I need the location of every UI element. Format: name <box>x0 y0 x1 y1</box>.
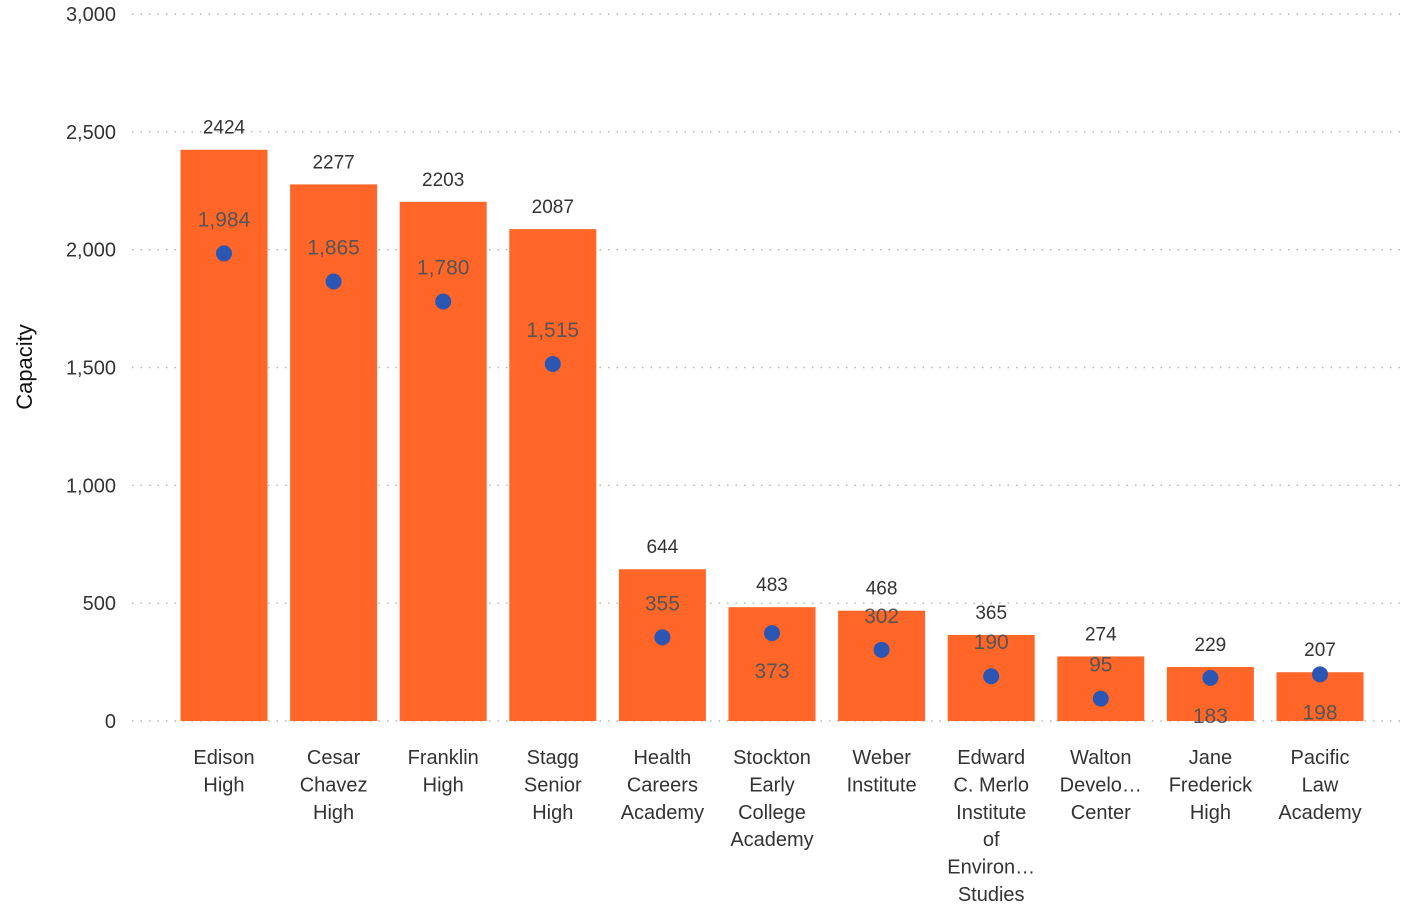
dot <box>216 245 232 262</box>
x-category-label-line: Jane <box>1189 747 1232 769</box>
x-category-label-line: Stockton <box>733 747 811 769</box>
dot-value-label: 1,515 <box>527 319 580 342</box>
x-category-label-line: Academy <box>730 829 813 851</box>
x-category-label: Walton Develo… Center <box>1060 747 1142 824</box>
bar <box>1057 656 1145 721</box>
bar <box>509 229 597 721</box>
dot-value-label: 198 <box>1302 701 1337 724</box>
dot <box>1312 666 1328 683</box>
bar-value-label: 2424 <box>203 118 246 139</box>
x-category-label: Weber Institute <box>847 747 917 796</box>
x-category-label-line: Studies <box>958 884 1025 904</box>
x-category-label-line: Academy <box>1278 802 1361 824</box>
bar <box>290 184 378 722</box>
x-category-label-line: High <box>203 774 244 796</box>
y-tick-label: 1,000 <box>66 475 116 497</box>
x-category-label-line: Cesar <box>307 747 361 769</box>
bar-value-label: 2203 <box>422 170 464 191</box>
bar-value-label: 468 <box>866 579 898 600</box>
x-category-label-line: High <box>1190 802 1231 824</box>
x-category-label-line: Health <box>633 747 691 769</box>
dot <box>654 629 671 646</box>
dot <box>325 273 342 290</box>
dot-value-label: 95 <box>1089 654 1112 677</box>
y-tick-label: 1,500 <box>66 358 116 380</box>
x-category-label: Stockton Early College Academy <box>730 747 813 851</box>
x-category-label-line: Weber <box>852 747 911 769</box>
x-category-label-line: High <box>313 802 354 824</box>
bar <box>838 610 926 721</box>
dot-value-label: 190 <box>974 631 1009 654</box>
dot <box>435 293 452 310</box>
x-category-label: Cesar Chavez High <box>300 747 368 824</box>
x-category-label: Edward C. Merlo Institute of Environ… Studies <box>947 747 1035 904</box>
x-category-label-line: Stagg <box>527 747 579 769</box>
x-category-label: Jane Frederick High <box>1169 747 1253 824</box>
x-category-label-line: High <box>532 802 573 824</box>
x-category-label-line: C. Merlo <box>953 774 1029 796</box>
x-category-label: Stagg Senior High <box>524 747 582 824</box>
x-category-label-line: Develo… <box>1060 774 1142 796</box>
y-tick-label: 2,000 <box>66 240 116 262</box>
dot-value-label: 1,780 <box>417 257 470 280</box>
y-tick-label: 2,500 <box>66 122 116 144</box>
bar-value-label: 274 <box>1085 624 1117 645</box>
dot <box>1092 690 1109 707</box>
bar <box>180 149 268 721</box>
bar-value-labels: 2424 2277 2203 2087 644 483 468 365 274 229 207 <box>203 118 1336 661</box>
x-category-label-line: High <box>423 774 464 796</box>
x-category-label: Franklin High <box>408 747 479 796</box>
dots <box>216 245 1328 707</box>
x-category-label: Edison High <box>193 747 254 796</box>
dot <box>764 625 780 642</box>
x-category-label-line: Institute <box>956 802 1026 824</box>
x-category-label-line: Edison <box>193 747 254 769</box>
dot <box>1202 669 1219 686</box>
bar <box>399 201 487 721</box>
x-category-label: Health Careers Academy <box>621 747 704 824</box>
dot-value-label: 373 <box>754 660 789 683</box>
dot <box>544 355 561 372</box>
dot-value-label: 1,865 <box>307 236 360 259</box>
x-category-label-line: College <box>738 802 806 824</box>
bar-value-label: 2277 <box>312 152 354 173</box>
dot-value-labels: 1,984 1,865 1,780 1,515 355 373 302 190 95 183 198 <box>198 208 1338 727</box>
x-category-label-line: Pacific <box>1291 747 1350 769</box>
x-category-label-line: Careers <box>627 774 698 796</box>
x-category-label-line: Chavez <box>300 774 368 796</box>
bar-value-label: 365 <box>975 603 1007 624</box>
x-category-label-line: Environ… <box>947 857 1035 879</box>
dot <box>983 668 1000 685</box>
x-category-label-line: of <box>983 829 1000 851</box>
bar-value-label: 207 <box>1304 640 1336 661</box>
y-tick-label: 500 <box>83 593 116 615</box>
x-category-label-line: Center <box>1071 802 1131 824</box>
x-category-label-line: Academy <box>621 802 704 824</box>
bar-value-label: 2087 <box>532 197 574 218</box>
x-category-label-line: Institute <box>847 774 917 796</box>
y-tick-label: 0 <box>105 711 116 733</box>
x-category-label-line: Frederick <box>1169 774 1253 796</box>
x-category-label-line: Walton <box>1070 747 1132 769</box>
y-axis-label: Capacity <box>12 324 37 410</box>
y-tick-label: 3,000 <box>66 4 116 26</box>
x-category-label-line: Senior <box>524 774 582 796</box>
dot <box>873 641 890 658</box>
dot-value-label: 1,984 <box>198 208 251 231</box>
bar-value-label: 483 <box>756 575 788 596</box>
x-category-label-line: Franklin <box>408 747 479 769</box>
x-category-label: Pacific Law Academy <box>1278 747 1361 824</box>
x-category-label-line: Early <box>749 774 795 796</box>
x-category-label-line: Edward <box>957 747 1025 769</box>
dot-value-label: 355 <box>645 592 680 615</box>
dot-value-label: 302 <box>864 605 899 628</box>
bar-value-label: 644 <box>647 537 679 558</box>
bar-value-label: 229 <box>1195 635 1227 656</box>
dot-value-label: 183 <box>1193 705 1228 728</box>
y-axis-ticks: 0 500 1,000 1,500 2,000 2,500 3,000 <box>66 4 116 733</box>
x-category-label-line: Law <box>1302 774 1339 796</box>
